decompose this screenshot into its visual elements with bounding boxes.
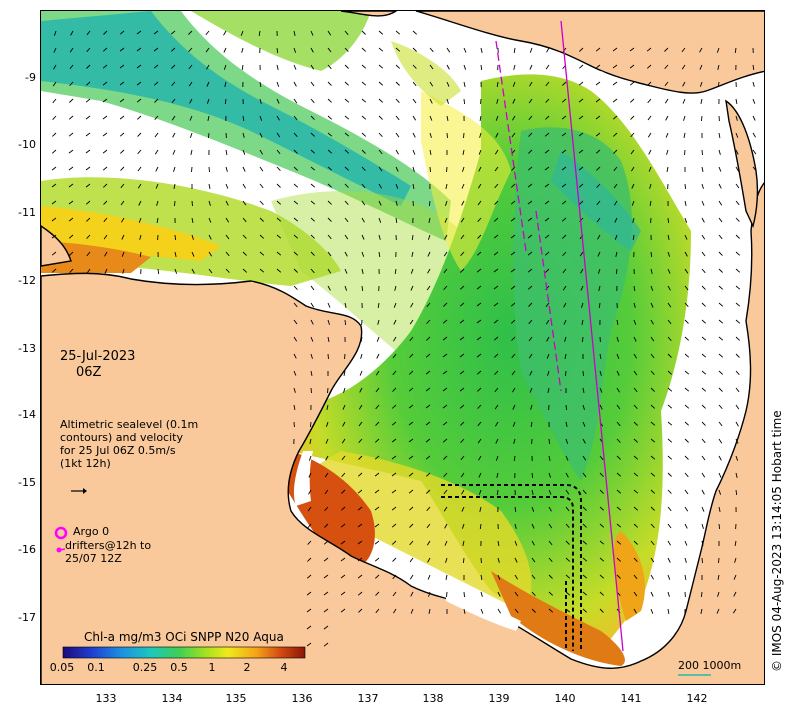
colorbar-tick: 1: [208, 661, 216, 674]
colorbar-tick: 4: [280, 661, 288, 674]
argo-label: Argo 0: [73, 525, 110, 538]
map-frame: [40, 10, 765, 685]
lat-tick: -11: [18, 206, 36, 219]
lon-tick: 133: [95, 692, 117, 705]
colorbar-tick: 2: [243, 661, 251, 674]
lon-tick: 139: [488, 692, 510, 705]
coastal-shallows: [293, 71, 734, 631]
lat-tick: -10: [18, 138, 36, 151]
velocity-arrows: [51, 30, 757, 647]
lon-tick: 135: [225, 692, 247, 705]
altimetry-note: Altimetric sealevel (0.1m contours) and …: [60, 418, 199, 470]
lat-tick: -13: [18, 342, 36, 355]
map-date: 25-Jul-2023: [60, 349, 136, 364]
lat-tick: -16: [18, 543, 36, 556]
drifter-track: [441, 484, 582, 651]
colorbar: [62, 646, 306, 659]
lon-tick: 141: [620, 692, 642, 705]
colorbar-tick: 0.1: [87, 661, 105, 674]
lon-tick: 138: [422, 692, 444, 705]
lat-tick: -17: [18, 611, 36, 624]
lat-tick: -15: [18, 476, 36, 489]
lon-tick: 136: [291, 692, 313, 705]
colorbar-tick: 0.25: [132, 661, 158, 674]
lon-tick: 142: [686, 692, 708, 705]
legend-velocity-arrow: [71, 488, 87, 494]
argo-marker-icon: [54, 526, 68, 540]
lon-tick: 137: [357, 692, 379, 705]
drifter-marker-icon: [56, 547, 66, 553]
scale-label: 200 1000m: [678, 659, 742, 672]
satellite-tracks: [495, 20, 624, 652]
colorbar-tick: 0.5: [170, 661, 188, 674]
lat-tick: -12: [18, 274, 36, 287]
colorbar-title: Chl-a mg/m3 OCi SNPP N20 Aqua: [84, 630, 284, 644]
lon-tick: 140: [554, 692, 576, 705]
lat-tick: -14: [18, 408, 36, 421]
chlorophyll-map: [41, 11, 764, 684]
lon-tick: 134: [161, 692, 183, 705]
lat-tick: -9: [25, 71, 36, 84]
copyright: © IMOS 04-Aug-2023 13:14:05 Hobart time: [770, 410, 784, 672]
colorbar-tick: 0.05: [49, 661, 75, 674]
map-time: 06Z: [76, 365, 102, 380]
land: [41, 11, 764, 684]
drifter-label: drifters@12h to 25/07 12Z: [65, 539, 152, 565]
